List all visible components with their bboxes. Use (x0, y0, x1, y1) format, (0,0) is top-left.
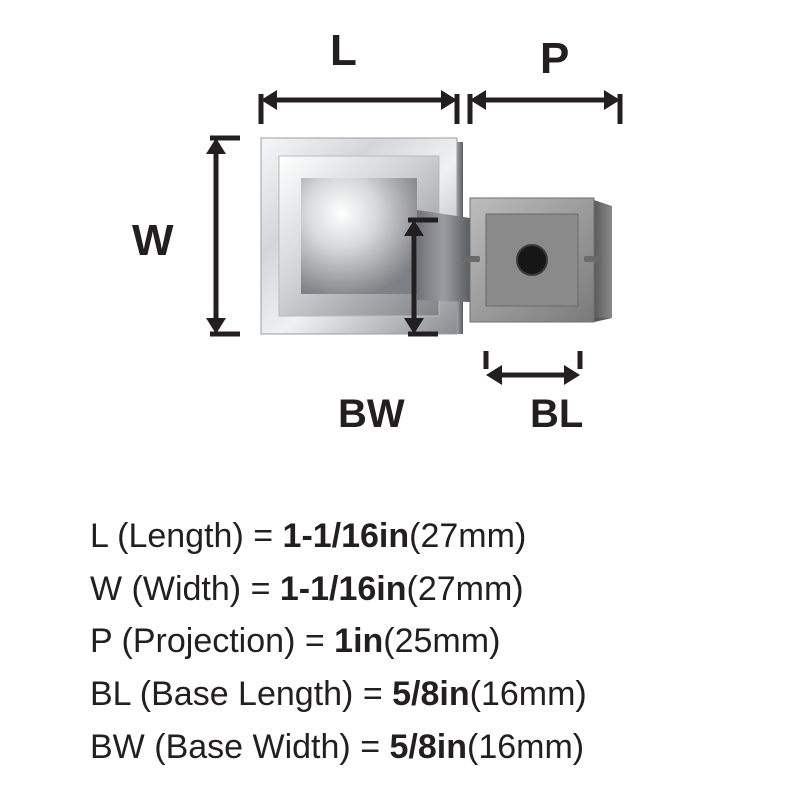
spec-line: W (Width) = 1-1/16in(27mm) (90, 563, 710, 616)
dimension-diagram: { "canvas": { "width": 800, "height": 80… (0, 0, 800, 800)
spec-line: BW (Base Width) = 5/8in(16mm) (90, 721, 710, 774)
label-W: W (132, 216, 174, 266)
spec-line: L (Length) = 1-1/16in(27mm) (90, 510, 710, 563)
spec-line: BL (Base Length) = 5/8in(16mm) (90, 668, 710, 721)
label-BW: BW (338, 392, 405, 437)
label-L: L (330, 26, 357, 76)
label-BL: BL (530, 392, 583, 437)
spec-list: L (Length) = 1-1/16in(27mm) W (Width) = … (90, 510, 710, 773)
label-P: P (540, 34, 569, 84)
spec-line: P (Projection) = 1in(25mm) (90, 615, 710, 668)
